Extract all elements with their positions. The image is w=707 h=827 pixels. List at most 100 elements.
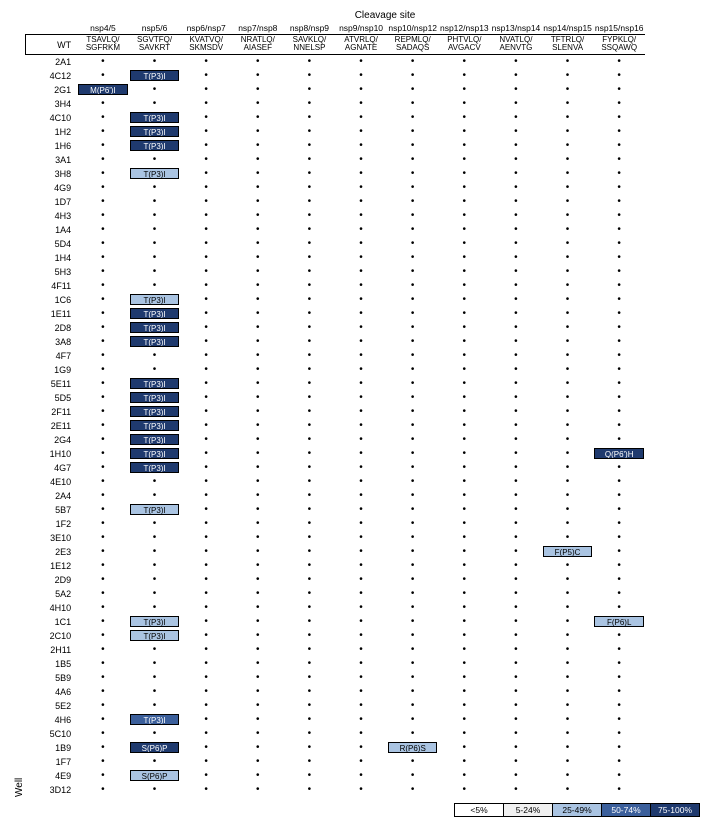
no-mutation-dot: •: [617, 546, 621, 557]
cell: •: [232, 699, 284, 713]
no-mutation-dot: •: [359, 238, 363, 249]
mutation-badge: T(P3)I: [130, 126, 180, 137]
cell: •: [180, 363, 232, 377]
cell: •: [180, 139, 232, 153]
cell: •: [180, 643, 232, 657]
cell: •: [335, 335, 387, 349]
no-mutation-dot: •: [308, 322, 312, 333]
no-mutation-dot: •: [359, 406, 363, 417]
no-mutation-dot: •: [514, 616, 518, 627]
no-mutation-dot: •: [308, 266, 312, 277]
no-mutation-dot: •: [308, 630, 312, 641]
no-mutation-dot: •: [308, 308, 312, 319]
no-mutation-dot: •: [308, 784, 312, 795]
no-mutation-dot: •: [308, 378, 312, 389]
cell: •: [542, 769, 594, 783]
no-mutation-dot: •: [411, 224, 415, 235]
no-mutation-dot: •: [411, 98, 415, 109]
no-mutation-dot: •: [359, 588, 363, 599]
mutation-badge: T(P3)I: [130, 322, 180, 333]
cell: •: [439, 167, 491, 181]
no-mutation-dot: •: [256, 364, 260, 375]
mutation-badge: T(P3)I: [130, 378, 180, 389]
no-mutation-dot: •: [101, 98, 105, 109]
cell: •: [593, 685, 645, 699]
no-mutation-dot: •: [566, 602, 570, 613]
cell: •: [387, 769, 439, 783]
no-mutation-dot: •: [308, 602, 312, 613]
cell: •: [77, 643, 129, 657]
no-mutation-dot: •: [463, 588, 467, 599]
mutation-badge: R(P6)S: [388, 742, 438, 753]
no-mutation-dot: •: [617, 588, 621, 599]
cell: •: [284, 69, 336, 83]
no-mutation-dot: •: [256, 196, 260, 207]
no-mutation-dot: •: [411, 560, 415, 571]
cell: •: [129, 699, 181, 713]
no-mutation-dot: •: [101, 406, 105, 417]
cell: •: [490, 363, 542, 377]
no-mutation-dot: •: [359, 98, 363, 109]
no-mutation-dot: •: [514, 714, 518, 725]
cell: •: [284, 545, 336, 559]
no-mutation-dot: •: [256, 686, 260, 697]
cell: •: [593, 713, 645, 727]
no-mutation-dot: •: [204, 686, 208, 697]
cell: •: [542, 335, 594, 349]
no-mutation-dot: •: [101, 112, 105, 123]
no-mutation-dot: •: [411, 378, 415, 389]
no-mutation-dot: •: [101, 196, 105, 207]
cell: •: [542, 97, 594, 111]
no-mutation-dot: •: [359, 392, 363, 403]
cell: •: [387, 55, 439, 70]
cell: •: [180, 69, 232, 83]
no-mutation-dot: •: [153, 700, 157, 711]
cell: •: [180, 307, 232, 321]
cell: •: [593, 769, 645, 783]
no-mutation-dot: •: [204, 56, 208, 67]
no-mutation-dot: •: [463, 574, 467, 585]
no-mutation-dot: •: [514, 126, 518, 137]
cell: •: [490, 461, 542, 475]
no-mutation-dot: •: [256, 504, 260, 515]
cell: •: [490, 713, 542, 727]
row-label: 2E3: [26, 545, 78, 559]
cell: •: [439, 391, 491, 405]
cell: •: [542, 657, 594, 671]
cell: •: [77, 531, 129, 545]
no-mutation-dot: •: [153, 518, 157, 529]
table-row: 1E12•••••••••••: [26, 559, 646, 573]
no-mutation-dot: •: [463, 294, 467, 305]
table-row: 2A4•••••••••••: [26, 489, 646, 503]
no-mutation-dot: •: [566, 406, 570, 417]
no-mutation-dot: •: [566, 294, 570, 305]
no-mutation-dot: •: [411, 168, 415, 179]
cell: •: [490, 657, 542, 671]
row-label: 5B7: [26, 503, 78, 517]
no-mutation-dot: •: [153, 476, 157, 487]
row-label: 4C10: [26, 111, 78, 125]
cell: •: [232, 377, 284, 391]
no-mutation-dot: •: [566, 56, 570, 67]
cell: •: [232, 629, 284, 643]
cell: •: [593, 783, 645, 797]
cell: •: [180, 293, 232, 307]
cell: •: [77, 209, 129, 223]
no-mutation-dot: •: [308, 574, 312, 585]
table-row: 1E11•T(P3)I•••••••••: [26, 307, 646, 321]
cell: •: [439, 237, 491, 251]
no-mutation-dot: •: [566, 112, 570, 123]
wt-row-label: WT: [26, 35, 78, 55]
row-label: 5A2: [26, 587, 78, 601]
row-label: 1H10: [26, 447, 78, 461]
no-mutation-dot: •: [359, 420, 363, 431]
cell: •: [593, 237, 645, 251]
cell: •: [542, 405, 594, 419]
cell: •: [439, 377, 491, 391]
cell: •: [439, 727, 491, 741]
cell: •: [232, 111, 284, 125]
no-mutation-dot: •: [256, 560, 260, 571]
cell: •: [284, 755, 336, 769]
cell: •: [593, 307, 645, 321]
cell: •: [77, 391, 129, 405]
